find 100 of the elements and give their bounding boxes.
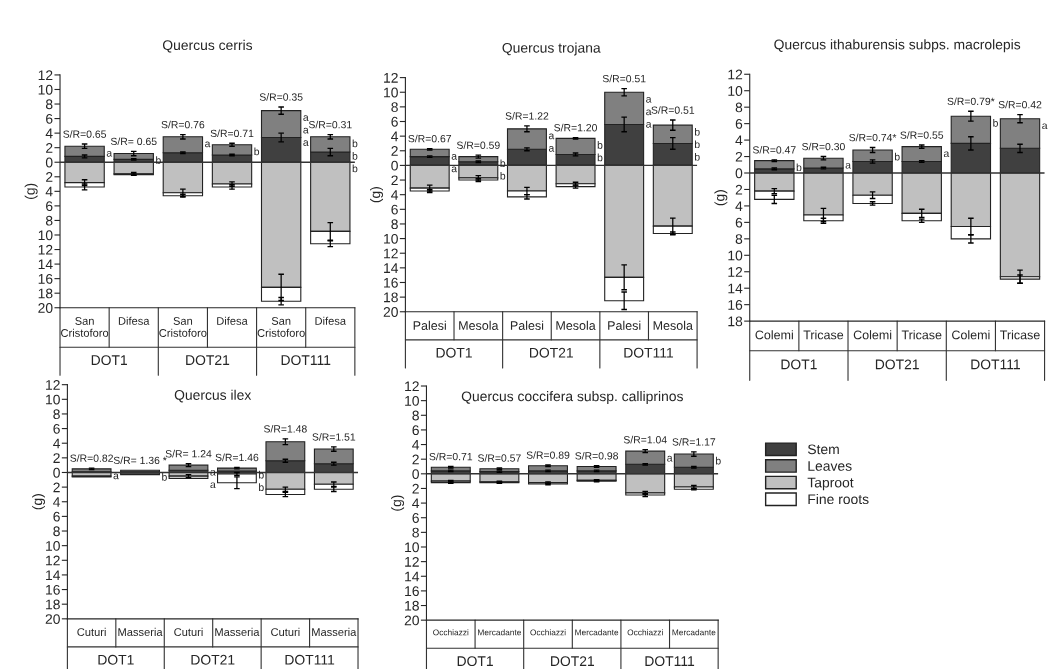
y-tick-label: 10 xyxy=(384,87,398,98)
y-axis-title: (g) xyxy=(32,494,45,510)
annotation: S/R=0.82 xyxy=(70,454,113,462)
x-tick-label: San Cristoforo xyxy=(159,317,207,337)
y-tick-label: 2 xyxy=(46,172,53,182)
y-tick-label: 4 xyxy=(735,135,743,146)
text: DOT21 xyxy=(875,359,919,370)
annotation: S/R=0.89 xyxy=(526,451,570,459)
y-tick-label: 6 xyxy=(391,116,398,127)
x-tick-label: Cuturi xyxy=(174,627,203,637)
chart-title: Quercus ilex xyxy=(174,389,252,403)
y-tick-label: 6 xyxy=(391,204,398,215)
x-tick-label: San Cristoforo xyxy=(257,317,305,337)
y-tick-label: 6 xyxy=(46,113,53,124)
y-tick-label: 20 xyxy=(38,303,53,313)
annotation: b xyxy=(254,147,260,156)
annotation: S/R=1.04 xyxy=(623,435,667,444)
y-tick-label: 0 xyxy=(45,157,53,168)
y-axis-title: (g) xyxy=(391,495,405,511)
annotation: S/R=0.35 xyxy=(259,93,303,101)
y-tick-label: 18 xyxy=(405,600,419,611)
x-tick-label: Difesa xyxy=(217,316,248,325)
annotation: b xyxy=(352,152,358,160)
y-tick-label: 2 xyxy=(391,146,398,156)
y-tick-label: 12 xyxy=(728,69,743,80)
annotation: S/R=0.67 xyxy=(408,134,452,143)
x-tick-label: Colemi xyxy=(853,330,892,340)
y-tick-label: 6 xyxy=(412,425,419,436)
y-tick-label: 12 xyxy=(405,381,419,392)
y-tick-label: 6 xyxy=(735,217,743,228)
y-tick-label: 18 xyxy=(728,316,743,327)
annotation: S/R=1.17 xyxy=(672,437,716,446)
text: DOT21 xyxy=(530,347,573,358)
y-tick-label: 2 xyxy=(391,175,398,186)
x-tick-label: Masseria xyxy=(215,627,260,637)
annotation: a xyxy=(113,473,119,480)
y-tick-label: 8 xyxy=(53,409,60,420)
y-tick-label: 6 xyxy=(46,201,53,212)
annotation: S/R=0.51 xyxy=(651,106,695,114)
annotation: b xyxy=(716,456,721,465)
x-tick-label: Cuturi xyxy=(77,627,106,637)
annotation: S/R=0.98 xyxy=(575,451,619,460)
y-tick-label: 14 xyxy=(405,571,420,582)
y-axis-title: (g) xyxy=(370,187,384,203)
y-tick-label: 2 xyxy=(412,483,419,494)
y-tick-label: 4 xyxy=(45,186,53,197)
x-tick-label: Occhiazzi xyxy=(627,629,663,636)
annotation: S/R=0.47 xyxy=(752,145,796,154)
chart-title: Quercus cerris xyxy=(162,39,253,53)
annotation: a xyxy=(205,141,211,148)
legend-label: Fine roots xyxy=(808,493,869,505)
y-tick-label: 18 xyxy=(38,288,53,299)
annotation: b xyxy=(259,483,264,492)
annotation: S/R=0.65 xyxy=(63,130,107,138)
annotation: a xyxy=(303,127,309,134)
y-tick-label: 2 xyxy=(412,454,419,465)
annotation: a xyxy=(667,455,673,462)
y-tick-label: 12 xyxy=(384,72,398,83)
y-tick-label: 18 xyxy=(384,292,398,303)
annotation: a xyxy=(548,146,555,152)
annotation: S/R=0.57 xyxy=(478,454,521,462)
y-tick-label: 12 xyxy=(38,70,53,80)
y-tick-label: 2 xyxy=(46,143,53,153)
y-tick-label: 14 xyxy=(728,283,743,294)
annotation: S/R=1.22 xyxy=(505,112,549,120)
y-tick-label: 10 xyxy=(384,233,398,244)
chart-title: Quercus ithaburensis subps. macrolepis xyxy=(774,39,1021,53)
x-tick-label: Mesola xyxy=(459,320,499,330)
annotation: b xyxy=(694,152,700,161)
annotation: a xyxy=(845,162,851,169)
x-tick-label: Colemi xyxy=(952,330,990,340)
text: DOT111 xyxy=(645,656,695,667)
annotation: S/R=0.74* xyxy=(849,133,897,142)
text: DOT21 xyxy=(186,355,230,366)
text: DOT111 xyxy=(971,359,1020,370)
y-tick-label: 4 xyxy=(53,438,61,449)
x-tick-label: Occhiazzi xyxy=(433,629,469,636)
legend-label: Stem xyxy=(807,444,839,455)
legend-label: Taproot xyxy=(807,477,854,491)
text: DOT21 xyxy=(191,654,235,665)
annotation: S/R=0.71 xyxy=(210,129,254,138)
y-tick-label: 10 xyxy=(38,230,53,241)
annotation: b xyxy=(500,171,506,180)
y-tick-label: 4 xyxy=(391,131,399,142)
text: DOT111 xyxy=(281,355,331,366)
annotation: a xyxy=(646,121,652,128)
annotation: S/R=1.46 xyxy=(215,453,259,462)
y-tick-label: 12 xyxy=(38,244,53,255)
y-tick-label: 18 xyxy=(46,599,60,610)
annotation: S/R=0.30 xyxy=(802,142,845,151)
x-tick-label: Occhiazzi xyxy=(530,629,566,636)
y-tick-label: 16 xyxy=(38,273,53,284)
y-tick-label: 10 xyxy=(728,250,743,261)
annotation: b xyxy=(352,139,358,148)
y-tick-label: 16 xyxy=(384,277,398,288)
annotation: S/R=1.51 xyxy=(312,432,356,441)
annotation: b xyxy=(352,164,358,173)
y-tick-label: 14 xyxy=(38,259,53,270)
annotation: b xyxy=(895,152,900,161)
y-tick-label: 2 xyxy=(53,453,60,463)
